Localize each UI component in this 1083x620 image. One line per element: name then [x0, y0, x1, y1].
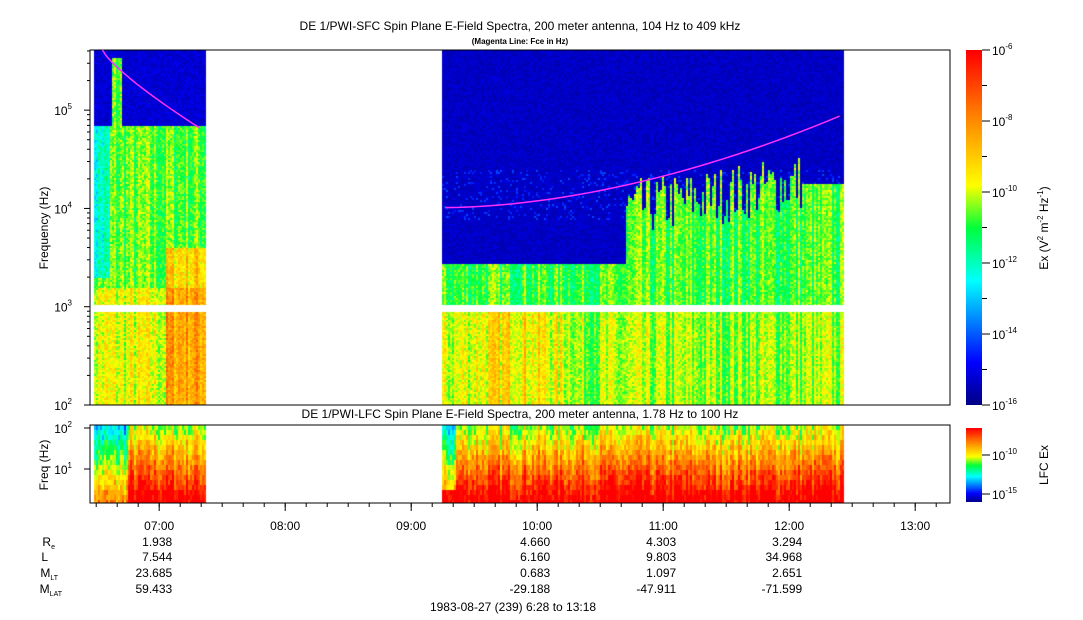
lfc-plot-frame — [89, 424, 951, 504]
xtick-label: 11:00 — [649, 519, 678, 533]
sfc-ytick-label: 102 — [54, 397, 72, 413]
lfc-colorbar-tick-label: 10-10 — [992, 447, 1017, 463]
lfc-colorbar-tick-label: 10-15 — [992, 486, 1017, 502]
ephemeris-label-mlat: MLAT — [40, 582, 63, 598]
sfc-spectrogram-heatmap — [90, 50, 950, 405]
xtick-label: 08:00 — [270, 519, 300, 533]
sfc-ytick-label: 105 — [54, 102, 72, 118]
xtick-label: 12:00 — [774, 519, 804, 533]
sfc-colorbar — [966, 50, 982, 405]
ephemeris-value-l: 7.544 — [142, 550, 172, 564]
ephemeris-value-re: 1.938 — [142, 535, 172, 549]
ephemeris-value-l: 34.968 — [765, 550, 802, 564]
sfc-subtitle: (Magenta Line: Fce in Hz) — [472, 37, 569, 46]
xtick-label: 13:00 — [900, 519, 930, 533]
ephemeris-value-l: 6.160 — [520, 550, 550, 564]
ephemeris-labels: Re L MLT MLAT — [40, 535, 63, 598]
ephemeris-value-re: 4.303 — [646, 535, 676, 549]
ephemeris-value-l: 9.803 — [646, 550, 676, 564]
fce-line — [101, 49, 200, 129]
sfc-ytick-label: 104 — [54, 200, 72, 216]
colorbar-tick-label: 10-10 — [992, 184, 1017, 200]
ephemeris-value-mlt: 23.685 — [135, 566, 172, 580]
ephemeris-value-mlat: -71.599 — [761, 582, 802, 596]
ephemeris-value-mlt: 0.683 — [520, 566, 550, 580]
colorbar-tick-label: 10-16 — [992, 397, 1017, 413]
ephemeris-value-mlat: -47.911 — [636, 582, 676, 596]
ephemeris-label-re: Re — [42, 535, 55, 551]
ephemeris-label-l: L — [41, 550, 48, 564]
lfc-ytick-label: 102 — [54, 420, 72, 436]
sfc-title: DE 1/PWI-SFC Spin Plane E-Field Spectra,… — [300, 19, 741, 33]
colorbar-tick-label: 10-14 — [992, 326, 1017, 342]
sfc-ytick-label: 103 — [54, 299, 72, 315]
lfc-colorbar-label: LFC Ex — [1037, 445, 1051, 485]
xtick-label: 09:00 — [396, 519, 426, 533]
colorbar-tick-label: 10-8 — [992, 113, 1013, 129]
lfc-colorbar — [966, 428, 982, 502]
ephemeris-value-re: 3.294 — [772, 535, 802, 549]
sfc-ylabel: Frequency (Hz) — [37, 187, 51, 270]
ephemeris-value-mlt: 1.097 — [646, 566, 676, 580]
colorbar-tick-label: 10-12 — [992, 255, 1017, 271]
ephemeris-value-mlat: 59.433 — [135, 582, 172, 596]
fce-line — [445, 115, 840, 209]
ephemeris-value-mlt: 2.651 — [772, 566, 802, 580]
sfc-colorbar-label: Ex (V2 m-2 Hz-1) — [1036, 186, 1051, 269]
ephemeris-value-re: 4.660 — [520, 535, 550, 549]
x-axis-caption: 1983-08-27 (239) 6:28 to 13:18 — [430, 600, 596, 614]
lfc-ytick-label: 101 — [54, 461, 72, 477]
ephemeris-label-mlt: MLT — [40, 566, 58, 582]
sfc-plot-frame — [89, 49, 951, 406]
xtick-label: 10:00 — [522, 519, 552, 533]
lfc-title: DE 1/PWI-LFC Spin Plane E-Field Spectra,… — [302, 407, 739, 421]
xtick-label: 07:00 — [144, 519, 174, 533]
lfc-ylabel: Freq (Hz) — [37, 440, 51, 491]
lfc-spectrogram-heatmap — [90, 425, 950, 503]
colorbar-tick-label: 10-6 — [992, 42, 1013, 58]
ephemeris-value-mlat: -29.188 — [509, 582, 550, 596]
